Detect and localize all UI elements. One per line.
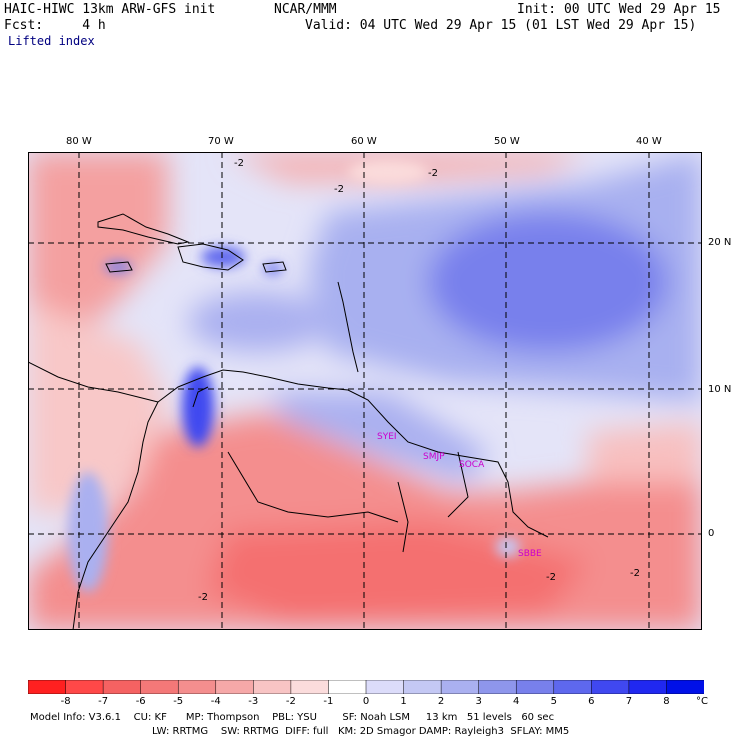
colorbar-swatch — [403, 680, 442, 694]
forecast-hour: Fcst: 4 h — [4, 18, 106, 33]
colorbar-swatch — [365, 680, 405, 694]
model-title: HAIC-HIWC 13km ARW-GFS init — [4, 2, 216, 17]
field-name: Lifted index — [8, 34, 95, 48]
lon-label-40w: 40 W — [636, 136, 662, 147]
colorbar-tick-label: -7 — [98, 696, 109, 707]
station-label-sbbe: SBBE — [518, 549, 542, 559]
colorbar-swatch — [478, 680, 517, 694]
colorbar-swatch — [290, 680, 330, 694]
field-details — [68, 160, 520, 592]
colorbar-tick-label: 7 — [625, 696, 633, 707]
colorbar-swatch — [140, 680, 179, 694]
colorbar-unit: °C — [696, 696, 708, 707]
colorbar-tick-label: -4 — [210, 696, 221, 707]
colorbar-tick-label: 3 — [475, 696, 482, 707]
colorbar-tick-label: -8 — [60, 696, 71, 707]
contour-label: -2 — [334, 184, 344, 195]
model-info-line2: LW: RRTMG SW: RRTMG DIFF: full KM: 2D Sm… — [152, 726, 570, 737]
field-shading — [28, 152, 702, 630]
init-time: Init: 00 UTC Wed 29 Apr 15 — [517, 2, 721, 17]
colorbar-swatch — [253, 680, 292, 694]
station-label-soca: SOCA — [459, 460, 485, 470]
colorbar-swatch — [591, 680, 630, 694]
colorbar-swatch — [28, 680, 67, 694]
lon-label-60w: 60 W — [351, 136, 377, 147]
contour-label: -2 — [630, 568, 640, 579]
colorbar-tick-label: 8 — [663, 696, 670, 707]
colorbar-swatch — [215, 680, 255, 694]
colorbar-swatch — [553, 680, 593, 694]
colorbar-tick-label: -1 — [323, 696, 334, 707]
valid-time: Valid: 04 UTC Wed 29 Apr 15 (01 LST Wed … — [305, 18, 697, 33]
colorbar-swatch — [102, 680, 142, 694]
colorbar-tick-label: 0 — [362, 696, 370, 707]
lon-label-70w: 70 W — [208, 136, 234, 147]
map-frame — [28, 152, 702, 630]
coastlines — [28, 213, 549, 630]
lat-lon-grid — [28, 152, 702, 630]
colorbar-tick-label: -3 — [248, 696, 259, 707]
colorbar-tick-label: -5 — [173, 696, 184, 707]
colorbar-swatch — [328, 680, 367, 694]
contour-labels: -2 -2 -2 -2 -2 -2 — [198, 158, 640, 603]
contour-label: -2 — [428, 168, 438, 179]
colorbar-tick-label: 6 — [588, 696, 595, 707]
model-info-line1: Model Info: V3.6.1 CU: KF MP: Thompson P… — [30, 712, 555, 723]
lat-label-10n: 10 N — [708, 384, 732, 395]
colorbar-tick-label: 2 — [437, 696, 445, 707]
lat-label-20n: 20 N — [708, 237, 732, 248]
colorbar-tick-label: 1 — [400, 696, 407, 707]
colorbar-tick-label: 4 — [513, 696, 520, 707]
colorbar-swatch — [177, 680, 217, 694]
colorbar — [28, 680, 704, 694]
lon-label-50w: 50 W — [494, 136, 520, 147]
lifted-index-map: -2 -2 -2 -2 -2 -2 — [28, 152, 702, 630]
station-label-syei: SYEI — [377, 432, 397, 442]
colorbar-tick-label: -6 — [135, 696, 146, 707]
colorbar-tick-label: 5 — [550, 696, 557, 707]
colorbar-swatch — [666, 680, 704, 694]
lat-label-0: 0 — [708, 528, 715, 539]
contour-label: -2 — [546, 572, 556, 583]
contour-label: -2 — [234, 158, 244, 169]
org-label: NCAR/MMM — [274, 2, 337, 17]
lon-label-80w: 80 W — [66, 136, 92, 147]
colorbar-swatch — [515, 680, 555, 694]
colorbar-swatch — [440, 680, 480, 694]
colorbar-tick-label: -2 — [285, 696, 296, 707]
colorbar-swatch — [628, 680, 668, 694]
colorbar-ticks: -8 -7 -6 -5 -4 -3 -2 -1 0 1 2 3 4 5 6 7 8 °C — [28, 696, 718, 710]
colorbar-swatch — [65, 680, 104, 694]
station-label-smjp: SMJP — [423, 452, 445, 462]
contour-label: -2 — [198, 592, 208, 603]
